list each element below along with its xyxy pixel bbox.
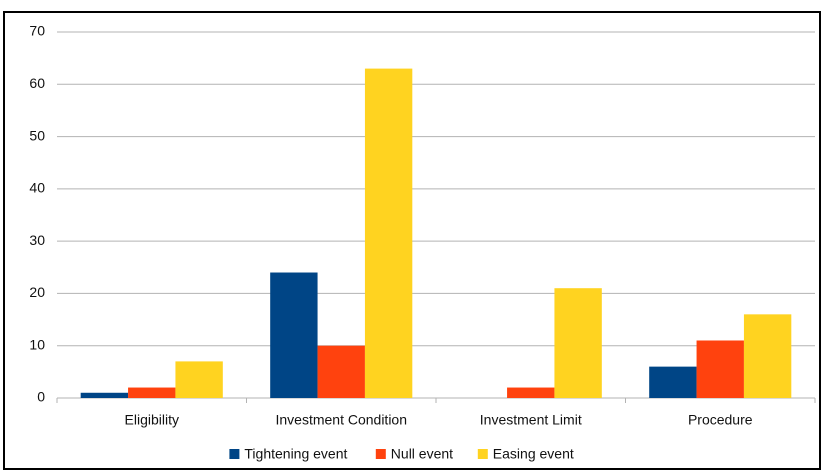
legend-label: Tightening event [244,446,347,462]
y-tick-label: 70 [29,23,45,39]
x-tick-label: Investment Limit [480,412,582,428]
bar [743,314,792,398]
y-tick-label: 60 [29,75,45,91]
y-tick-label: 0 [37,389,45,405]
legend-label: Null event [391,446,453,462]
legend-label: Easing event [493,446,574,462]
bar [364,68,413,398]
bar [507,387,555,398]
y-tick-label: 30 [29,232,45,248]
bar [696,340,744,398]
legend-swatch [229,449,240,459]
bar [270,272,318,398]
y-tick-label: 50 [29,127,45,143]
bar [175,361,223,398]
x-tick-label: Eligibility [125,412,179,428]
chart-frame [3,11,821,470]
legend-swatch [477,449,488,459]
bar [317,345,365,398]
bar [80,392,129,398]
bar [554,288,602,398]
x-tick-label: Investment Condition [275,412,407,428]
x-tick-label: Procedure [688,412,753,428]
y-tick-label: 10 [29,336,45,352]
bar [128,387,176,398]
y-tick-label: 20 [29,284,45,300]
legend-swatch [375,449,386,459]
bar [649,366,697,398]
y-tick-label: 40 [29,180,45,196]
